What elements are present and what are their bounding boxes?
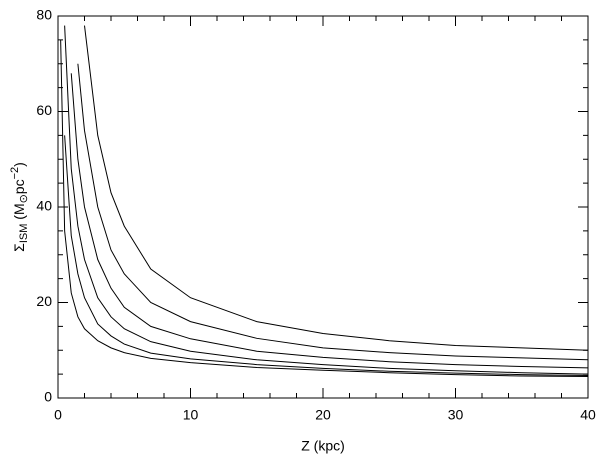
y-label-part: ISM [18, 224, 30, 244]
y-label-part: −2 [9, 167, 21, 180]
y-tick-label: 40 [36, 198, 52, 214]
curve [77, 63, 589, 361]
plot-frame [57, 15, 589, 399]
y-tick-label: 20 [36, 293, 52, 309]
curve [84, 25, 589, 351]
x-axis-label: Z (kpc) [301, 438, 345, 454]
y-label-part: Σ [11, 243, 27, 252]
y-label-part: (M [11, 203, 27, 223]
y-label-part: pc [11, 179, 27, 194]
y-tick-label: 60 [36, 102, 52, 118]
curve [60, 39, 589, 378]
x-tick-label: 30 [448, 407, 464, 423]
y-tick-label: 0 [44, 389, 52, 405]
curve [70, 73, 589, 369]
curve [64, 25, 589, 375]
curve [64, 135, 589, 377]
x-tick-label: 40 [580, 407, 596, 423]
y-label-part: ⊙ [18, 194, 30, 203]
x-tick-label: 10 [183, 407, 199, 423]
x-tick-label: 0 [54, 407, 62, 423]
y-label-part: ) [11, 162, 27, 167]
y-tick-label: 80 [36, 7, 52, 23]
x-tick-label: 20 [315, 407, 331, 423]
y-axis-label: ΣISM (M⊙pc−2) [9, 162, 30, 252]
